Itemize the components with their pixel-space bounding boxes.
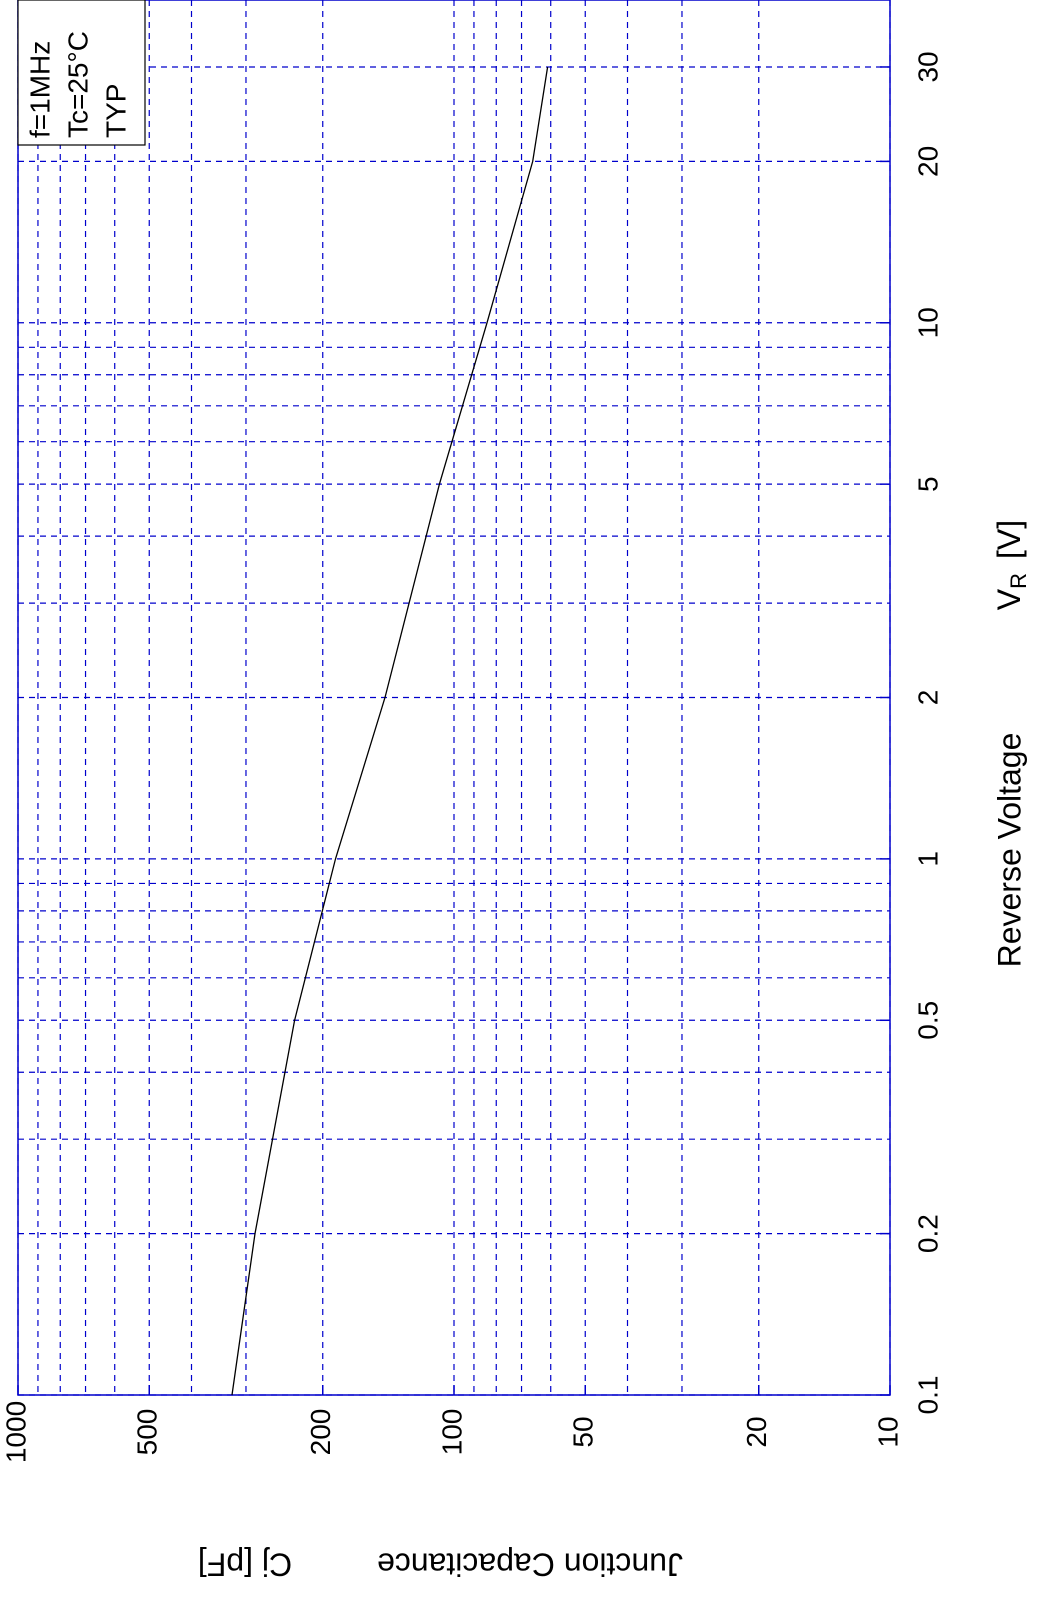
x-tick-label: 1 — [912, 851, 943, 867]
unit-text: [V] — [991, 520, 1027, 559]
legend-box — [17, 0, 146, 146]
x-tick-label: 0.5 — [912, 1001, 943, 1040]
legend-text: Tc=25°C — [62, 31, 93, 138]
y-tick-label: 20 — [741, 1416, 772, 1447]
y-tick-label: 10 — [872, 1416, 903, 1447]
y-tick-label: 50 — [568, 1416, 599, 1447]
x-tick-label: 0.2 — [912, 1214, 943, 1253]
y-tick-label: 200 — [305, 1409, 336, 1456]
series-line — [231, 66, 549, 1396]
y-tick-label: 100 — [436, 1409, 467, 1456]
x-tick-label: 20 — [912, 146, 943, 177]
x-tick-label: 10 — [912, 307, 943, 338]
y-axis-unit: Cj [pF] — [198, 1547, 292, 1583]
x-tick-label: 2 — [912, 690, 943, 706]
x-tick-label: 30 — [912, 51, 943, 82]
y-tick-label: 500 — [132, 1409, 163, 1456]
unit-symbol: V — [991, 588, 1027, 610]
x-tick-label: 5 — [912, 476, 943, 492]
x-axis-unit: VR [V] — [991, 520, 1030, 610]
x-tick-label: 0.1 — [912, 1376, 943, 1415]
y-tick-label: 1000 — [0, 1401, 31, 1463]
y-axis-title: Junction Capacitance — [377, 1547, 683, 1583]
legend-text: f=1MHz — [24, 41, 55, 138]
x-axis-title: Reverse Voltage — [991, 733, 1027, 968]
unit-subscript: R — [1006, 573, 1031, 589]
legend-text: TYP — [100, 84, 131, 138]
